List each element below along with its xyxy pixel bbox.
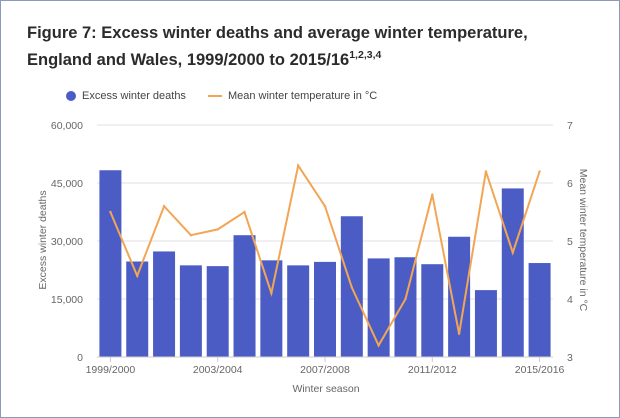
bar (314, 261, 336, 357)
x-tick-label: 2011/2012 (408, 364, 457, 376)
legend-bar-label: Excess winter deaths (82, 90, 186, 102)
chart-title: Figure 7: Excess winter deaths and avera… (27, 20, 597, 74)
bar (260, 260, 283, 357)
bar-series (99, 170, 551, 357)
chart-legend: Excess winter deaths Mean winter tempera… (66, 90, 399, 102)
legend-line-label: Mean winter temperature in °C (227, 90, 378, 102)
title-footnote-refs: 1,2,3,4 (349, 49, 382, 61)
bar (421, 264, 444, 357)
line-point (323, 205, 327, 208)
line-point (216, 228, 219, 231)
y-tick-label: 30,000 (51, 236, 83, 248)
line-series (109, 163, 541, 348)
line-point (243, 210, 246, 214)
bar (233, 235, 256, 357)
line-point (162, 205, 166, 208)
y2-axis-title: Mean winter temperature in °C (577, 169, 589, 312)
y2-tick-label: 4 (567, 294, 573, 306)
legend-line-swatch (207, 95, 222, 97)
line-point (350, 286, 354, 289)
bar (206, 266, 229, 357)
line-point (404, 297, 407, 301)
line-point (457, 332, 461, 335)
line-point (538, 170, 541, 173)
bar (474, 290, 497, 357)
y-tick-label: 0 (77, 352, 83, 364)
bar (501, 188, 524, 357)
line-point (484, 170, 488, 173)
line-point (270, 292, 273, 295)
line-point (136, 274, 139, 277)
chart-title-text: Figure 7: Excess winter deaths and avera… (27, 24, 528, 69)
y-axis-title: Excess winter deaths (37, 190, 49, 289)
x-tick-label: 2003/2004 (193, 364, 243, 376)
bar (287, 265, 310, 357)
x-axis-title: Winter season (292, 383, 359, 395)
bar (99, 170, 122, 357)
legend-bar-swatch (66, 91, 76, 101)
x-tick-label: 2007/2008 (300, 364, 350, 376)
line-point (511, 251, 514, 254)
bar (126, 261, 149, 357)
y2-tick-label: 3 (567, 352, 573, 364)
line-point (189, 234, 193, 237)
line-point (431, 193, 434, 196)
bar (448, 236, 471, 357)
bar (394, 257, 417, 357)
x-tick-label: 1999/2000 (86, 364, 136, 376)
line-point (377, 344, 380, 347)
bar (367, 258, 390, 357)
y2-tick-label: 6 (567, 178, 573, 190)
y-tick-label: 15,000 (51, 294, 83, 306)
legend-item-line[interactable]: Mean winter temperature in °C (207, 90, 378, 102)
bar (153, 251, 176, 357)
y-tick-label: 60,000 (51, 120, 83, 132)
bar (528, 263, 551, 357)
axes: 0 15,000 30,000 45,000 60,000 3 4 5 6 7 1999/2000 2… (51, 120, 573, 376)
y-tick-label: 45,000 (51, 178, 83, 190)
line-point (109, 210, 112, 214)
legend-item-bars[interactable]: Excess winter deaths (66, 90, 186, 102)
y2-tick-label: 5 (567, 236, 573, 248)
bar (179, 265, 202, 357)
x-tick-label: 2015/2016 (515, 364, 565, 376)
y2-tick-label: 7 (567, 120, 573, 132)
line-point (296, 164, 300, 167)
